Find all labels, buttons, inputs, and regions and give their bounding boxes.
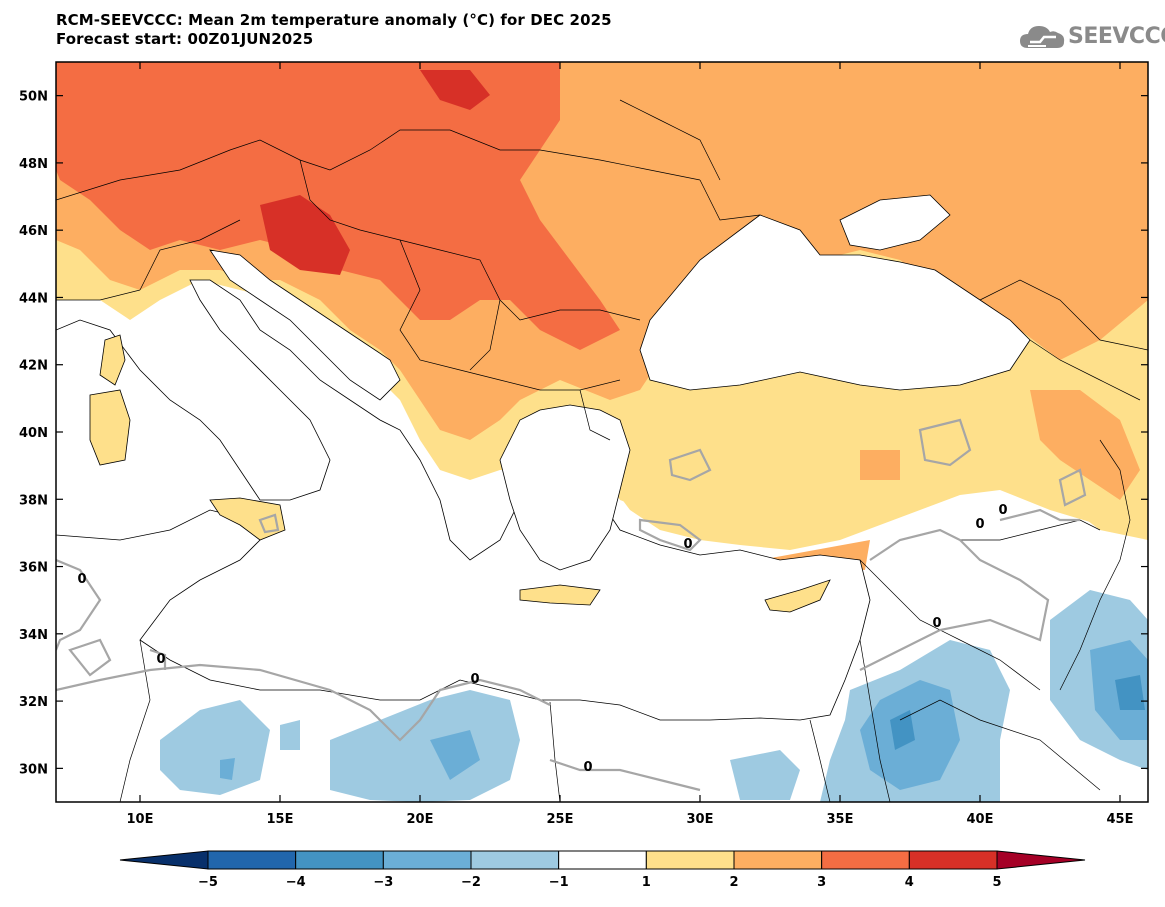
lat-label: 50N bbox=[19, 90, 48, 105]
contour-label: 0 bbox=[975, 517, 984, 532]
aegean-sea bbox=[499, 404, 631, 571]
colorbar-box bbox=[733, 850, 823, 870]
colorbar-label: −3 bbox=[373, 875, 393, 890]
lat-label: 34N bbox=[19, 628, 48, 643]
lon-label: 30E bbox=[687, 812, 714, 827]
colorbar-box bbox=[295, 850, 384, 870]
contour-label: 0 bbox=[156, 652, 165, 667]
colorbar-box bbox=[382, 850, 472, 870]
colorbar-box bbox=[207, 850, 297, 870]
anomaly-band-minus1-minus2-libya bbox=[160, 690, 520, 802]
colorbar-arrow-low bbox=[119, 850, 209, 870]
colorbar-box bbox=[821, 850, 910, 870]
corsica bbox=[99, 334, 126, 386]
zero-contours bbox=[56, 418, 1087, 792]
lat-label: 48N bbox=[19, 157, 48, 172]
contour-label: 0 bbox=[683, 537, 692, 552]
colorbar-label: −5 bbox=[198, 875, 218, 890]
lon-label: 20E bbox=[407, 812, 434, 827]
anomaly-band-4-5 bbox=[260, 70, 805, 280]
contour-label: 0 bbox=[77, 572, 86, 587]
anomaly-band-3-4 bbox=[56, 62, 620, 350]
lat-label: 44N bbox=[19, 291, 48, 306]
title-line-1: RCM-SEEVCCC: Mean 2m temperature anomaly… bbox=[56, 11, 612, 29]
colorbar-box bbox=[558, 850, 647, 870]
contour-label: 0 bbox=[470, 672, 479, 687]
contour-label: 0 bbox=[998, 503, 1007, 518]
colorbar-label: −1 bbox=[549, 875, 569, 890]
colorbar-label: 1 bbox=[642, 875, 651, 890]
lat-label: 36N bbox=[19, 561, 48, 576]
lat-label: 38N bbox=[19, 493, 48, 508]
colorbar-label: 4 bbox=[905, 875, 914, 890]
anomaly-band-2-3-anatolia bbox=[760, 390, 1140, 570]
colorbar-arrow-high bbox=[996, 850, 1086, 870]
azov-sea bbox=[839, 194, 951, 251]
colorbar-box bbox=[470, 850, 560, 870]
seevccc-logo: SEEVCCC bbox=[1018, 22, 1165, 54]
lat-label: 46N bbox=[19, 224, 48, 239]
title-line-2: Forecast start: 00Z01JUN2025 bbox=[56, 30, 314, 48]
axis-ticks bbox=[56, 62, 1148, 802]
contour-labels: 0 0 0 0 0 0 0 0 bbox=[77, 503, 1007, 775]
crete bbox=[519, 584, 601, 606]
figure-title: RCM-SEEVCCC: Mean 2m temperature anomaly… bbox=[56, 11, 612, 49]
lat-label: 40N bbox=[19, 426, 48, 441]
map-field: 0 0 0 0 0 0 0 0 bbox=[56, 62, 1148, 802]
lon-label: 45E bbox=[1107, 812, 1134, 827]
colorbar-box bbox=[645, 850, 735, 870]
sardinia bbox=[89, 389, 131, 466]
adriatic-sea bbox=[209, 249, 401, 401]
cloud-icon bbox=[1020, 26, 1065, 48]
colorbar-label: 5 bbox=[992, 875, 1001, 890]
country-borders bbox=[56, 99, 1148, 802]
lon-label: 15E bbox=[267, 812, 294, 827]
colorbar-label: 2 bbox=[729, 875, 738, 890]
anomaly-band-minus2-minus3 bbox=[220, 640, 1148, 790]
colorbar-label: 3 bbox=[817, 875, 826, 890]
contour-label: 0 bbox=[932, 616, 941, 631]
colorbar-box bbox=[908, 850, 998, 870]
anomaly-band-minus3-minus4 bbox=[890, 675, 1145, 750]
contour-label: 0 bbox=[583, 760, 592, 775]
lon-label: 40E bbox=[967, 812, 994, 827]
logo-text: SEEVCCC bbox=[1068, 24, 1165, 49]
colorbar-label: −2 bbox=[461, 875, 481, 890]
lat-label: 42N bbox=[19, 359, 48, 374]
lon-label: 25E bbox=[547, 812, 574, 827]
lon-label: 35E bbox=[827, 812, 854, 827]
lon-label: 10E bbox=[127, 812, 154, 827]
colorbar: −5 −4 −3 −2 −1 1 2 3 4 5 bbox=[119, 850, 1086, 890]
latitude-labels: 50N 48N 46N 44N 42N 40N 38N 36N 34N 32N 30N bbox=[19, 90, 48, 778]
longitude-labels: 10E 15E 20E 25E 30E 35E 40E 45E bbox=[127, 812, 1134, 827]
colorbar-label: −4 bbox=[286, 875, 306, 890]
lat-label: 30N bbox=[19, 762, 48, 777]
sicily bbox=[209, 497, 286, 541]
cyprus bbox=[764, 579, 831, 613]
lat-label: 32N bbox=[19, 695, 48, 710]
